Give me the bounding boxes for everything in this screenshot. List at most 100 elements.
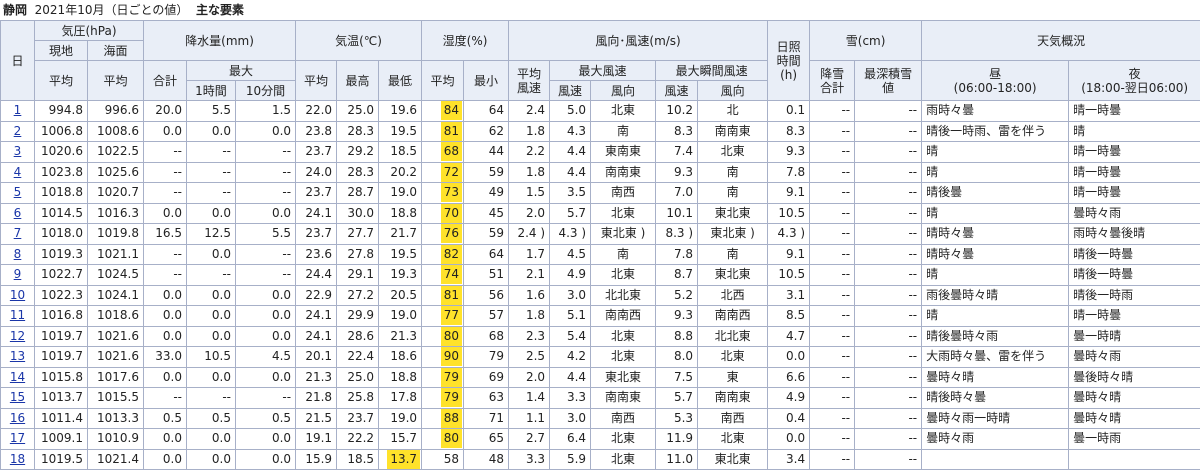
cell: 東北東 ) xyxy=(590,223,657,245)
cell: -- xyxy=(809,100,856,122)
cell: 5 xyxy=(0,182,35,204)
cell: 東 xyxy=(697,366,769,388)
header-cell: 平均 xyxy=(421,60,465,101)
cell: -- xyxy=(143,387,187,409)
cell: 19.0 xyxy=(378,407,423,429)
cell: 0.0 xyxy=(143,202,187,224)
cell: 1 xyxy=(0,100,35,122)
cell: -- xyxy=(809,305,856,327)
day-link[interactable]: 11 xyxy=(9,308,26,323)
cell: 48 xyxy=(463,448,510,470)
cell: 0.5 xyxy=(186,407,236,429)
cell: 4.4 xyxy=(549,161,592,183)
day-link[interactable]: 18 xyxy=(9,451,26,466)
cell: 南南東 xyxy=(590,387,657,409)
cell: 北北東 xyxy=(697,325,769,347)
cell: -- xyxy=(234,161,297,183)
cell: 84 xyxy=(421,100,465,122)
table-row: 12 1019.7 1021.6 0.0 0.0 0.0 24.1 28.6 21.3 80 68 2… xyxy=(0,325,1200,347)
cell: 1022.3 xyxy=(34,284,88,306)
day-link[interactable]: 2 xyxy=(13,123,22,138)
cell: 24.1 xyxy=(295,202,338,224)
cell: 49 xyxy=(463,182,510,204)
day-link[interactable]: 15 xyxy=(9,390,26,405)
cell: 8.8 xyxy=(655,325,699,347)
cell: 29.1 xyxy=(336,264,380,286)
cell: 曇時々晴 xyxy=(1068,387,1200,409)
day-link[interactable]: 3 xyxy=(13,144,22,159)
day-link[interactable]: 10 xyxy=(9,287,26,302)
cell: -- xyxy=(234,243,297,265)
cell: 4.3 ) xyxy=(549,223,592,245)
cell: 1.7 xyxy=(508,243,551,265)
header-cell: 平均 xyxy=(34,60,88,101)
day-link[interactable]: 14 xyxy=(9,369,26,384)
cell: 0.0 xyxy=(186,428,236,450)
day-link[interactable]: 7 xyxy=(13,226,22,241)
cell: 北東 xyxy=(590,325,657,347)
cell: 81 xyxy=(421,120,465,142)
cell: 20.5 xyxy=(378,284,423,306)
cell: 76 xyxy=(421,223,465,245)
page-title: 静岡 2021年10月（日ごとの値） 主な要素 xyxy=(0,0,1200,20)
day-link[interactable]: 4 xyxy=(13,164,22,179)
cell: 1021.4 xyxy=(87,448,144,470)
table-row: 9 1022.7 1024.5 -- -- -- 24.4 29.1 19.3 74 51 2.1 4.… xyxy=(0,264,1200,286)
header-cell: 風速 xyxy=(655,80,699,101)
cell: 雨時々曇後晴 xyxy=(1068,223,1200,245)
cell: 0.0 xyxy=(234,448,297,470)
cell: 79 xyxy=(421,387,465,409)
day-link[interactable]: 1 xyxy=(13,103,22,118)
cell: 20.1 xyxy=(295,346,338,368)
cell: 29.2 xyxy=(336,141,380,163)
cell: 晴一時曇 xyxy=(1068,100,1200,122)
cell: 6 xyxy=(0,202,35,224)
cell: 23.7 xyxy=(295,223,338,245)
header-cell: 平均 風速 xyxy=(508,60,551,101)
header-cell: 風速 xyxy=(549,80,592,101)
day-link[interactable]: 13 xyxy=(9,349,26,364)
heading: 主な要素 xyxy=(196,3,245,17)
cell: 90 xyxy=(421,346,465,368)
cell: 4.5 xyxy=(549,243,592,265)
cell: -- xyxy=(809,325,856,347)
day-link[interactable]: 12 xyxy=(9,328,26,343)
header-cell: 降雪 合計 xyxy=(809,60,856,101)
cell: 10.1 xyxy=(655,202,699,224)
cell: 24.4 xyxy=(295,264,338,286)
cell: 80 xyxy=(421,428,465,450)
cell: 28.7 xyxy=(336,182,380,204)
cell: 晴 xyxy=(921,264,1070,286)
cell: 東北東 xyxy=(697,264,769,286)
cell: 5.5 xyxy=(234,223,297,245)
day-link[interactable]: 16 xyxy=(9,410,26,425)
cell: 5.2 xyxy=(655,284,699,306)
day-link[interactable]: 17 xyxy=(9,431,26,446)
cell: 南南西 xyxy=(590,305,657,327)
day-link[interactable]: 5 xyxy=(13,185,22,200)
header-cell: 雪(cm) xyxy=(809,20,923,61)
day-link[interactable]: 8 xyxy=(13,246,22,261)
cell: 68 xyxy=(463,325,510,347)
cell: -- xyxy=(143,141,187,163)
cell: -- xyxy=(854,325,923,347)
cell: -- xyxy=(854,161,923,183)
day-link[interactable]: 6 xyxy=(13,205,22,220)
cell: 19.3 xyxy=(378,264,423,286)
cell: 0.0 xyxy=(186,243,236,265)
cell: 1015.8 xyxy=(34,366,88,388)
cell: 1013.3 xyxy=(87,407,144,429)
cell: 0.0 xyxy=(767,428,811,450)
cell: 2.5 xyxy=(508,346,551,368)
cell: -- xyxy=(234,264,297,286)
cell: 19.6 xyxy=(378,100,423,122)
cell: 0.0 xyxy=(234,428,297,450)
cell: 22.0 xyxy=(295,100,338,122)
day-link[interactable]: 9 xyxy=(13,267,22,282)
cell: 0.0 xyxy=(143,448,187,470)
cell: -- xyxy=(854,428,923,450)
cell: 58 xyxy=(421,448,465,470)
cell: 1018.6 xyxy=(87,305,144,327)
cell: 20.0 xyxy=(143,100,187,122)
cell: 0.0 xyxy=(143,325,187,347)
